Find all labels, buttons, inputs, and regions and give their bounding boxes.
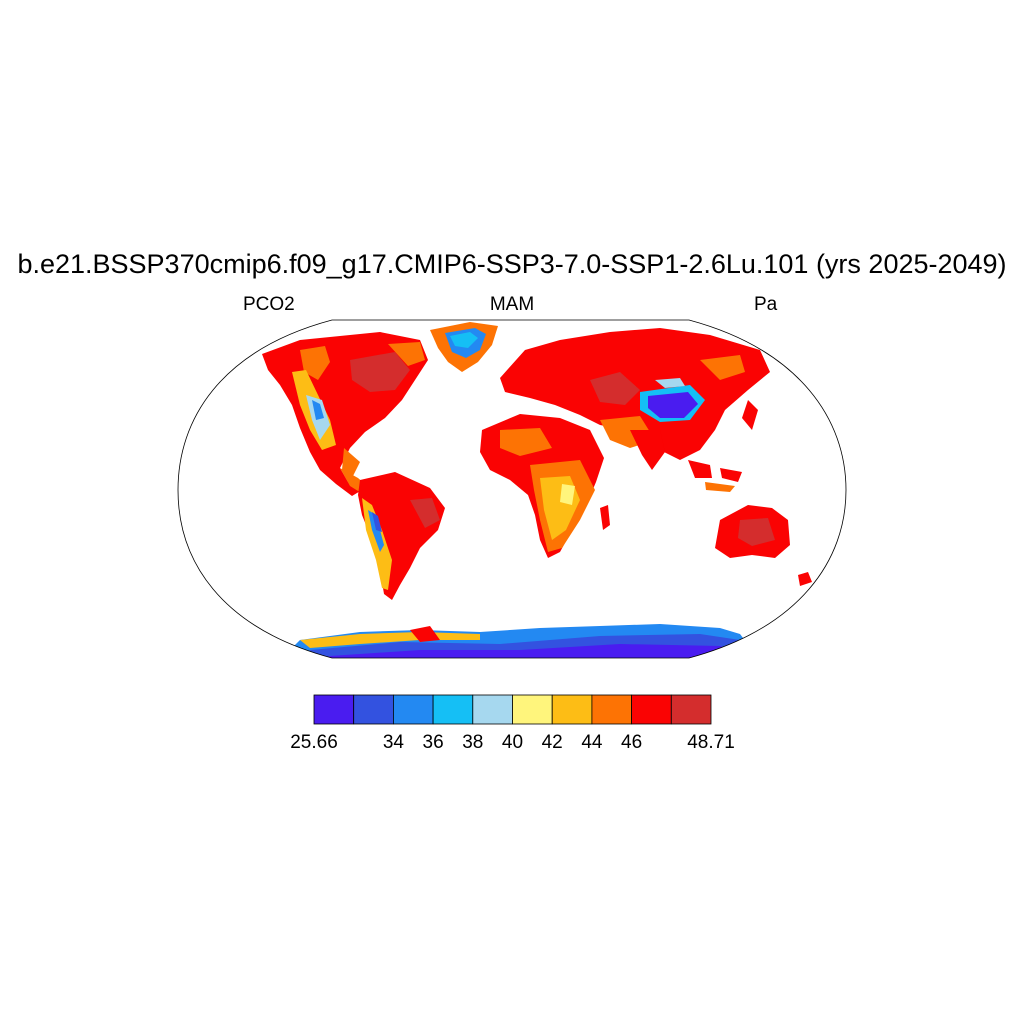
colorbar-label: 34 [382, 732, 404, 753]
colorbar-label: 36 [422, 732, 444, 753]
colorbar-box [512, 694, 553, 725]
colorbar-label: 48.71 [687, 732, 735, 753]
colorbar-label: 44 [581, 732, 603, 753]
season-label: MAM [489, 294, 535, 315]
map-land-group [262, 322, 812, 658]
colorbar-box [472, 694, 513, 725]
colorbar-label: 38 [462, 732, 484, 753]
colorbar-box [353, 694, 394, 725]
colorbar-label: 46 [621, 732, 643, 753]
colorbar [313, 694, 712, 725]
colorbar-box [670, 694, 712, 725]
colorbar-box [551, 694, 593, 725]
colorbar-label: 25.66 [290, 732, 338, 753]
colorbar-box [631, 694, 672, 725]
colorbar-box [432, 694, 474, 725]
map-outline [177, 319, 847, 659]
variable-label: PCO2 [243, 294, 295, 315]
plot-title: b.e21.BSSP370cmip6.f09_g17.CMIP6-SSP3-7.… [17, 249, 1007, 279]
colorbar-label: 40 [501, 732, 524, 753]
units-label: Pa [754, 294, 778, 315]
colorbar-box [313, 694, 355, 725]
colorbar-label: 42 [541, 732, 563, 753]
colorbar-box [591, 694, 633, 725]
colorbar-box [392, 694, 434, 725]
